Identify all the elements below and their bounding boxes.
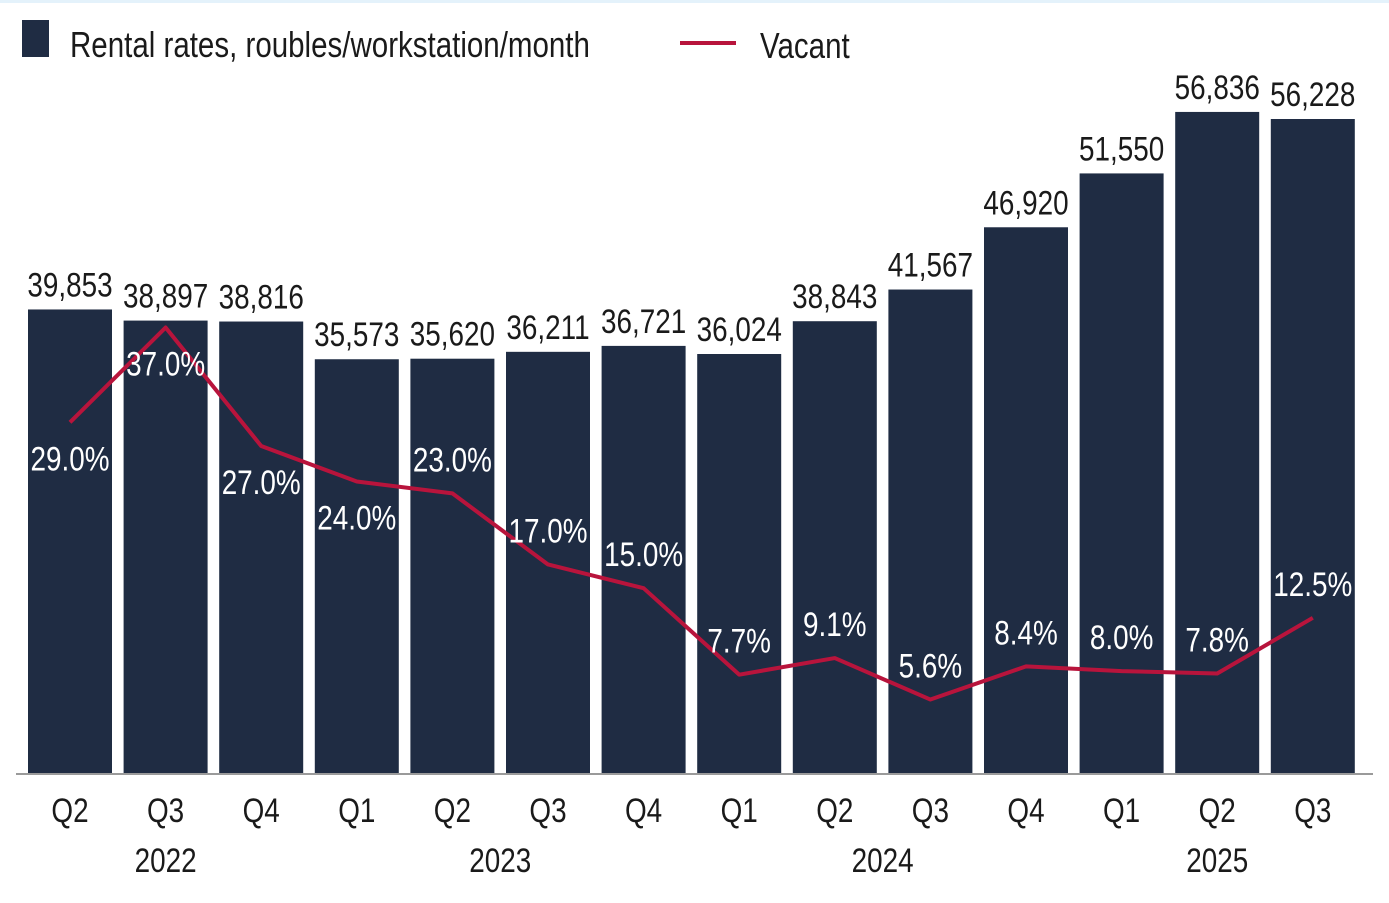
bar-value-label: 39,853 <box>27 266 112 304</box>
bar <box>792 321 877 773</box>
vacancy-value-label: 8.4% <box>994 614 1058 652</box>
vacancy-value-label: 29.0% <box>30 440 109 478</box>
year-label: 2022 <box>135 841 197 879</box>
bar-value-label: 41,567 <box>888 246 973 284</box>
vacancy-value-label: 23.0% <box>413 441 492 479</box>
bar <box>314 359 399 773</box>
bar-value-label: 35,620 <box>410 315 495 353</box>
x-tick-label: Q1 <box>338 791 375 829</box>
bar-value-label: 36,721 <box>601 302 686 340</box>
vacancy-value-label: 24.0% <box>317 499 396 537</box>
vacancy-value-label: 8.0% <box>1090 618 1154 656</box>
vacancy-value-label: 37.0% <box>126 345 205 383</box>
bar-value-label: 56,228 <box>1270 75 1355 113</box>
x-tick-label: Q3 <box>529 791 566 829</box>
legend-bar-swatch <box>22 20 49 57</box>
vacancy-value-label: 27.0% <box>222 463 301 501</box>
bar-value-label: 38,897 <box>123 277 208 315</box>
vacancy-line <box>68 325 1314 702</box>
x-tick-label: Q3 <box>912 791 949 829</box>
bar <box>1270 119 1355 773</box>
top-strip <box>0 0 1389 3</box>
bar-value-label: 38,843 <box>792 278 877 316</box>
bar-labels: 39,853 38,897 38,816 35,573 35,620 36,211 36,7… <box>27 68 1355 354</box>
x-tick-labels: Q2 Q3 Q4 Q1 Q2 Q3 Q4 Q1 Q2 Q3 Q4 Q1 Q2 Q3 <box>51 791 1331 829</box>
vacancy-value-label: 12.5% <box>1273 565 1352 603</box>
bar <box>888 289 973 773</box>
x-tick-label: Q4 <box>1007 791 1044 829</box>
vacancy-value-label: 7.8% <box>1185 621 1249 659</box>
legend: Rental rates, roubles/workstation/month … <box>22 20 850 66</box>
bar-value-label: 51,550 <box>1079 130 1164 168</box>
x-tick-label: Q2 <box>51 791 88 829</box>
year-labels: 2022 2023 2024 2025 <box>135 841 1249 879</box>
vacancy-value-label: 9.1% <box>803 605 867 643</box>
bar-value-label: 35,573 <box>314 316 399 354</box>
bar <box>984 227 1068 773</box>
legend-bar-label: Rental rates, roubles/workstation/month <box>70 24 590 64</box>
bar-value-label: 38,816 <box>219 278 304 316</box>
vacancy-polyline <box>68 325 1314 702</box>
x-tick-label: Q2 <box>1199 791 1236 829</box>
legend-line-label: Vacant <box>760 25 850 65</box>
bar <box>410 358 495 773</box>
x-tick-label: Q1 <box>1103 791 1140 829</box>
x-tick-label: Q4 <box>243 791 280 829</box>
x-tick-label: Q3 <box>147 791 184 829</box>
x-tick-label: Q4 <box>625 791 662 829</box>
bar-value-label: 46,920 <box>983 184 1068 222</box>
bar <box>697 354 782 773</box>
bar <box>1175 111 1260 773</box>
year-label: 2025 <box>1186 841 1248 879</box>
vacancy-value-label: 5.6% <box>899 647 963 685</box>
vacancy-value-label: 7.7% <box>707 622 771 660</box>
bar <box>219 321 304 773</box>
x-tick-label: Q2 <box>434 791 471 829</box>
vacancy-value-label: 15.0% <box>604 536 683 574</box>
bar <box>123 320 208 773</box>
vacancy-value-label: 17.0% <box>508 512 587 550</box>
bars <box>28 111 1355 773</box>
bar <box>28 309 112 773</box>
bar <box>601 345 686 773</box>
bar-value-label: 56,836 <box>1175 68 1260 106</box>
bar-value-label: 36,024 <box>697 310 782 348</box>
vacancy-labels: 29.0% 37.0% 27.0% 24.0% 23.0% 17.0% 15.0% 7.7% 9… <box>30 345 1352 685</box>
bar-value-label: 36,211 <box>506 308 589 346</box>
x-tick-label: Q1 <box>721 791 758 829</box>
x-tick-label: Q3 <box>1294 791 1331 829</box>
year-label: 2023 <box>469 841 531 879</box>
year-label: 2024 <box>852 841 914 879</box>
bar <box>1079 173 1164 773</box>
x-tick-label: Q2 <box>816 791 853 829</box>
